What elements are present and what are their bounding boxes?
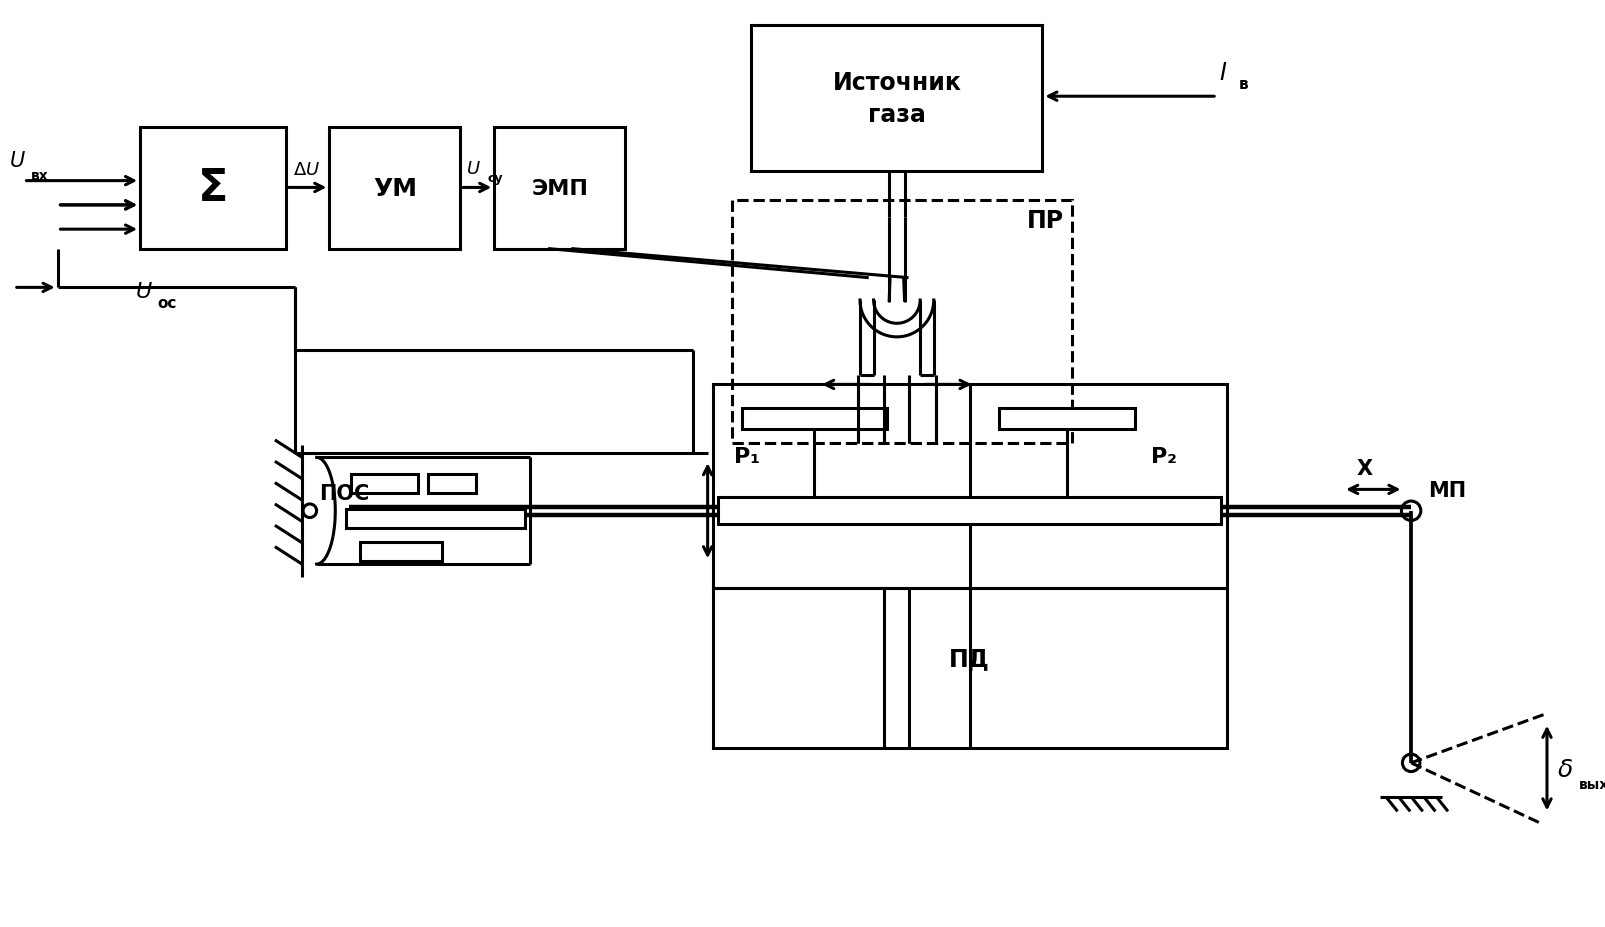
- Bar: [742, 409, 886, 430]
- Text: Σ: Σ: [197, 167, 228, 210]
- Bar: [329, 128, 461, 249]
- Bar: [998, 409, 1133, 430]
- Text: $U$: $U$: [135, 282, 152, 302]
- Text: МП: МП: [1428, 481, 1465, 501]
- Bar: [751, 26, 1042, 171]
- Text: $\delta$: $\delta$: [1555, 757, 1571, 781]
- Text: ПР: ПР: [1026, 209, 1063, 233]
- Bar: [713, 589, 1226, 748]
- Bar: [717, 498, 1220, 525]
- Text: ПД: ПД: [949, 647, 989, 671]
- Text: ЭМП: ЭМП: [531, 179, 587, 198]
- Text: Р₂: Р₂: [1151, 447, 1176, 466]
- Bar: [360, 542, 441, 562]
- Text: $U$: $U$: [10, 151, 26, 171]
- Text: в: в: [1237, 77, 1247, 93]
- Bar: [350, 475, 419, 494]
- Bar: [345, 509, 525, 528]
- Text: $I$: $I$: [1218, 60, 1226, 84]
- Text: ПОС: ПОС: [319, 484, 369, 503]
- Bar: [494, 128, 624, 249]
- Text: Источник
газа: Источник газа: [831, 71, 961, 127]
- Bar: [429, 475, 475, 494]
- Text: су: су: [486, 171, 502, 184]
- Bar: [140, 128, 286, 249]
- Text: $\Delta U$: $\Delta U$: [294, 160, 321, 179]
- Text: Р₁: Р₁: [733, 447, 759, 466]
- Text: вх: вх: [32, 169, 50, 183]
- Text: вых: вых: [1578, 777, 1605, 791]
- Text: УМ: УМ: [372, 177, 416, 201]
- Bar: [713, 385, 1226, 589]
- Bar: [732, 201, 1071, 443]
- Text: $U$: $U$: [465, 159, 480, 178]
- Text: ос: ос: [157, 296, 177, 311]
- Text: X: X: [1356, 458, 1372, 478]
